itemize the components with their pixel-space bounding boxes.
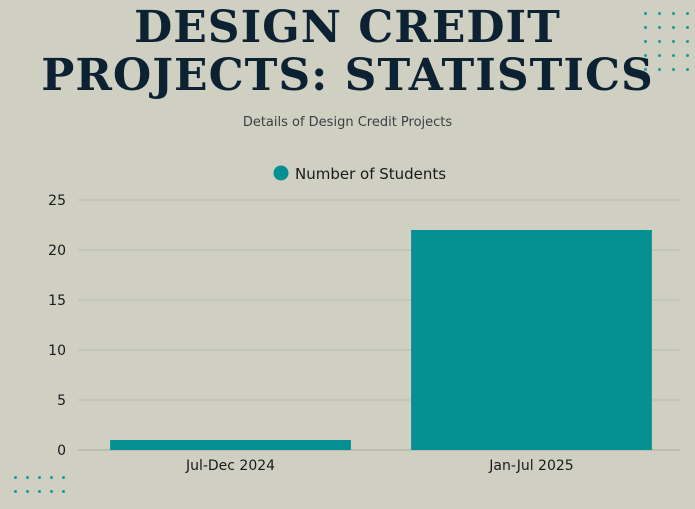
bar-2 [411,230,652,450]
y-tick-label: 25 [48,193,66,209]
legend: Number of Students [273,165,446,183]
y-tick-label: 0 [57,443,66,459]
y-tick-label: 5 [57,393,66,409]
decorative-dots-top-right [644,12,689,71]
x-tick-label: Jan-Jul 2025 [488,458,573,474]
y-tick-label: 10 [48,343,66,359]
x-axis-ticks: Jul-Dec 2024 Jan-Jul 2025 [185,458,574,474]
bars [110,230,652,450]
x-tick-label: Jul-Dec 2024 [185,458,275,474]
legend-label-number-of-students: Number of Students [295,165,446,183]
chart-subtitle: Details of Design Credit Projects [242,115,453,130]
y-axis-ticks: 0 5 10 15 20 25 [48,193,66,459]
title-line-2: PROJECTS: STATISTICS [41,50,654,101]
y-tick-label: 20 [48,243,66,259]
y-tick-label: 15 [48,293,66,309]
chart-title: DESIGN CREDIT PROJECTS: STATISTICS [0,4,695,100]
legend-swatch [273,165,289,181]
title-line-1: DESIGN CREDIT [134,2,561,53]
bar-1 [110,440,351,450]
decorative-dots-bottom-left [14,476,65,493]
